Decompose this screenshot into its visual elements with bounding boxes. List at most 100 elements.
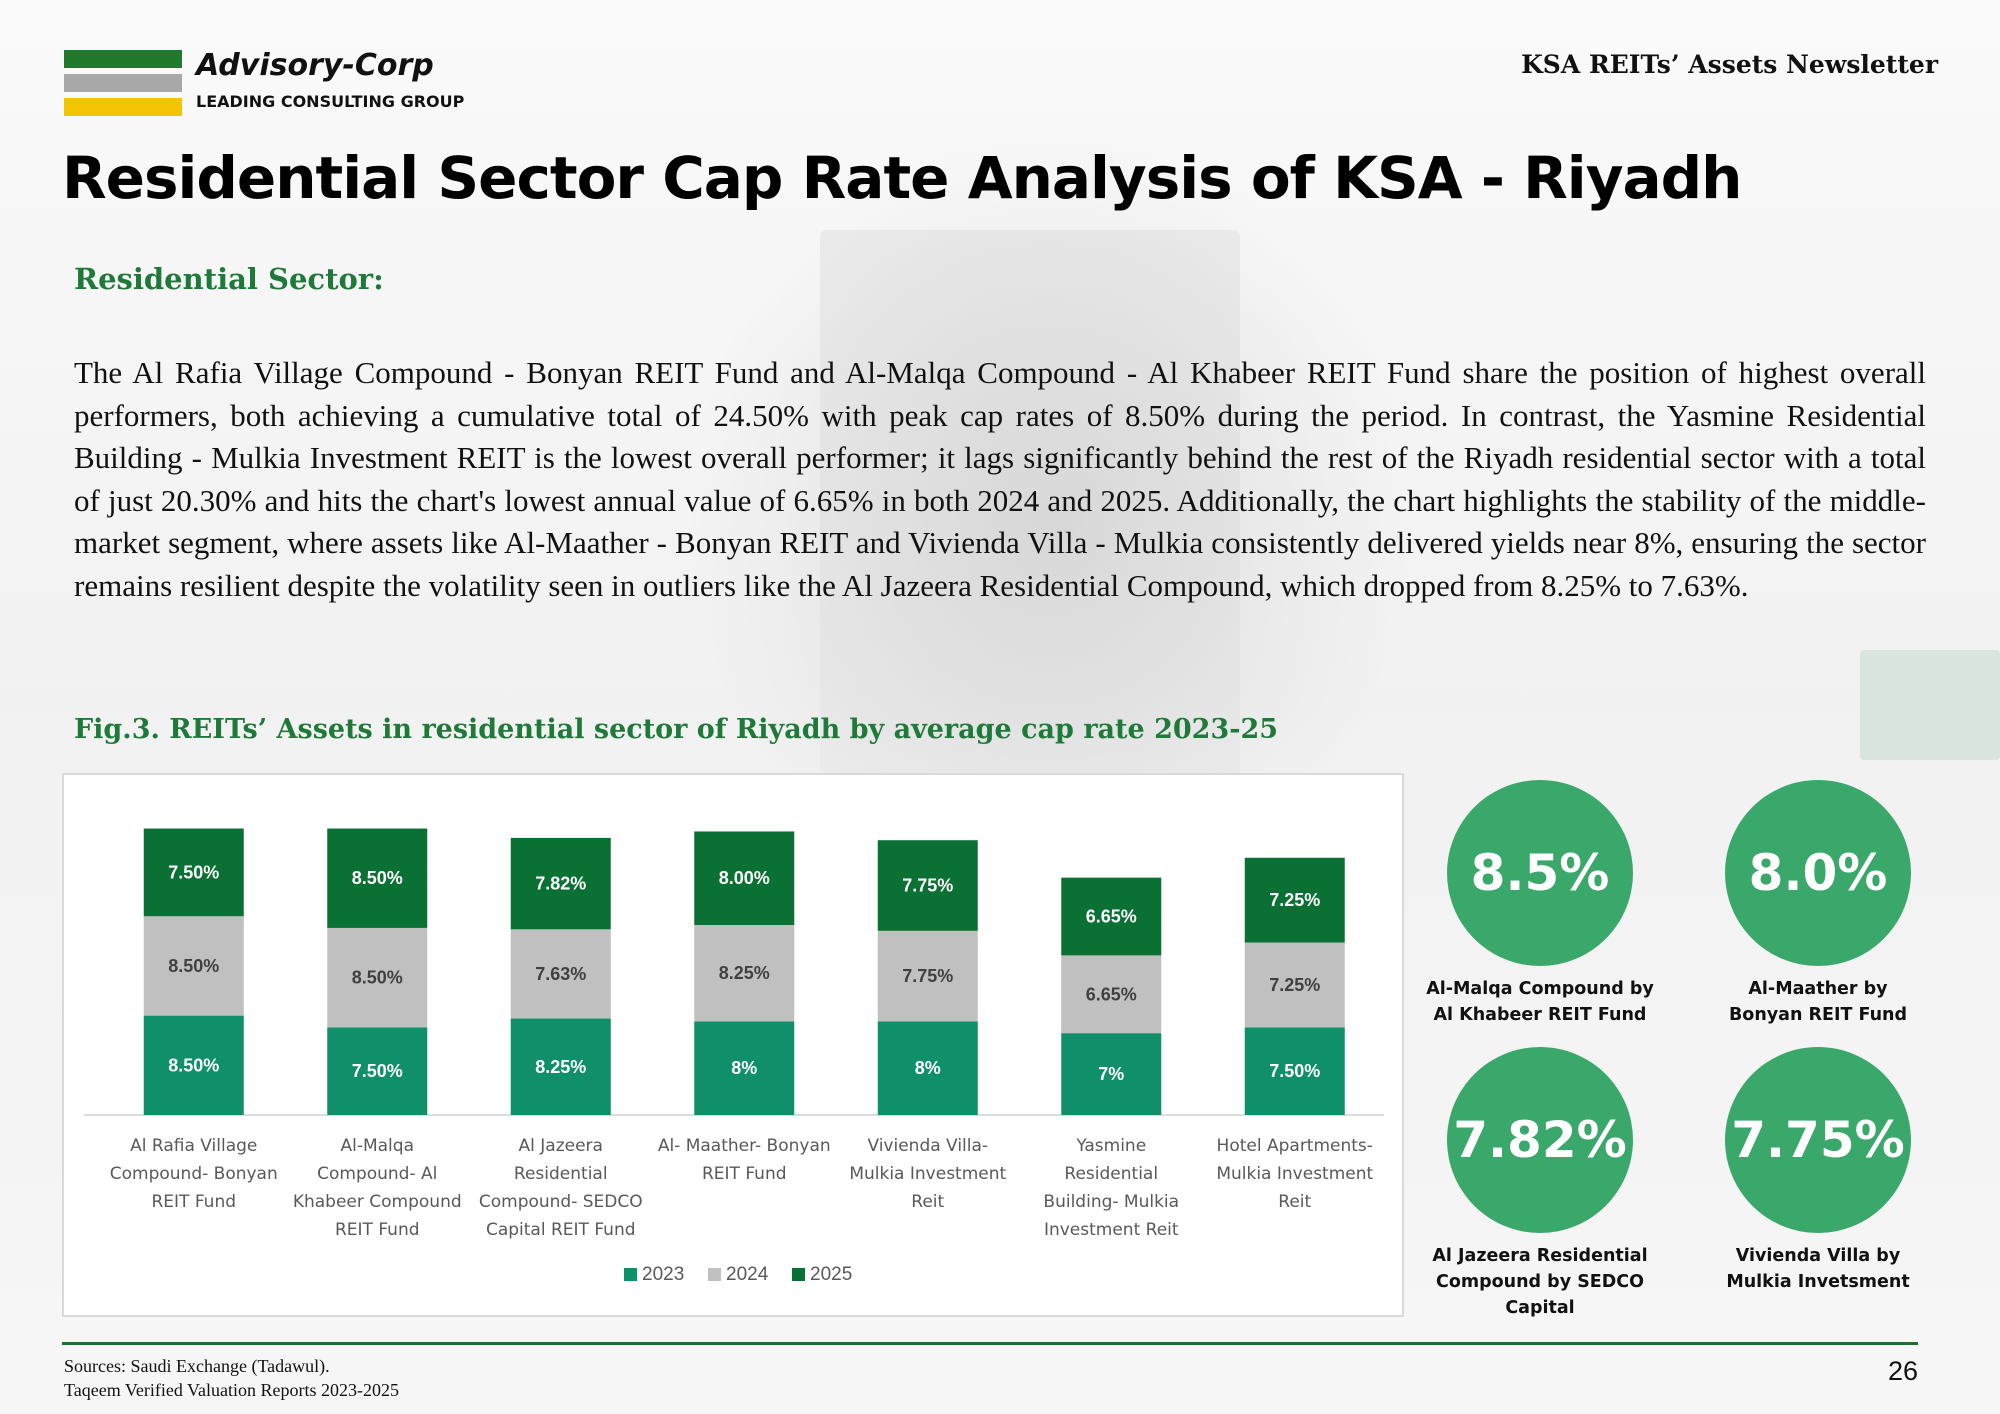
category-label: Capital REIT Fund (486, 1220, 636, 1240)
bar-segment-2025 (877, 840, 978, 931)
bar-segment-2023 (877, 1021, 978, 1115)
sources-line: Sources: Saudi Exchange (Tadawul). (64, 1356, 330, 1376)
figure-caption: Fig.3. REITs’ Assets in residential sect… (74, 714, 1279, 745)
category-label: Residential (514, 1164, 608, 1184)
bar-segment-2024 (1244, 942, 1345, 1028)
legend-swatch-2024 (708, 1268, 721, 1281)
highlight-circle: 7.82% (1447, 1047, 1633, 1233)
bar-segment-2023 (1061, 1033, 1162, 1115)
bar-segment-2023 (327, 1027, 428, 1115)
bar-segment-2024 (143, 916, 244, 1016)
bar-segment-2023 (1244, 1027, 1345, 1115)
data-label-2025: 7.25% (1269, 890, 1320, 910)
bar-segment-2023 (510, 1018, 611, 1115)
data-label-2025: 7.75% (902, 876, 953, 896)
category-label: Residential (1064, 1164, 1158, 1184)
logo-bar-gray (64, 74, 182, 92)
bar-segment-2025 (327, 828, 428, 928)
category-label: Khabeer Compound (293, 1192, 462, 1212)
highlight-card: 7.82% Al Jazeera Residential Compound by… (1400, 1047, 1680, 1321)
legend-label-2024: 2024 (726, 1264, 769, 1285)
category-label: Compound- Bonyan (110, 1164, 278, 1184)
category-label: Vivienda Villa- (867, 1136, 988, 1156)
newsletter-title: KSA REITs’ Assets Newsletter (1521, 50, 1938, 79)
highlight-label: Al-Maather by Bonyan REIT Fund (1728, 979, 1908, 1025)
highlight-label: Al Jazeera Residential Compound by SEDCO… (1432, 1246, 1648, 1318)
highlight-circle: 8.5% (1447, 780, 1633, 966)
category-label: Mulkia Investment (849, 1164, 1006, 1184)
bar-segment-2024 (327, 927, 428, 1028)
category-label: Investment Reit (1044, 1220, 1179, 1240)
footer-divider (62, 1342, 1918, 1345)
legend-swatch-2025 (792, 1268, 805, 1281)
highlight-card: 8.0% Al-Maather by Bonyan REIT Fund (1678, 780, 1958, 1028)
highlight-circle: 7.75% (1725, 1047, 1911, 1233)
category-label: Al-Malqa (340, 1136, 414, 1156)
bar-segment-2025 (143, 828, 244, 917)
data-label-2024: 8.50% (168, 956, 219, 976)
bar-segment-2023 (694, 1021, 795, 1115)
brand-name: Advisory-Corp (196, 48, 434, 83)
brand-logo: Advisory-Corp LEADING CONSULTING GROUP (64, 48, 484, 120)
data-label-2025: 6.65% (1086, 907, 1137, 927)
category-label: Mulkia Investment (1216, 1164, 1373, 1184)
bar-segment-2025 (1244, 857, 1345, 943)
bar-segment-2025 (510, 837, 611, 930)
chart-canvas: 8.50% 8.50% 7.50% Al Rafia Village Compound-… (84, 828, 1384, 1285)
body-paragraph: The Al Rafia Village Compound - Bonyan R… (74, 355, 1926, 603)
highlight-card: 7.75% Vivienda Villa by Mulkia Invetsmen… (1678, 1047, 1958, 1295)
data-label-2025: 8.50% (352, 868, 403, 888)
data-label-2023: 8% (915, 1058, 941, 1078)
bar-segment-2025 (1061, 877, 1162, 956)
stacked-bar-chart: 8.50% 8.50% 7.50% Al Rafia Village Compound-… (62, 773, 1404, 1317)
data-label-2025: 7.50% (168, 862, 219, 882)
data-label-2025: 8.00% (719, 868, 770, 888)
page-title: Residential Sector Cap Rate Analysis of … (62, 144, 1742, 212)
data-label-2025: 7.82% (535, 874, 586, 894)
category-label: REIT Fund (151, 1192, 236, 1212)
legend-label-2025: 2025 (810, 1264, 852, 1285)
data-label-2023: 7.50% (1269, 1061, 1320, 1081)
data-label-2023: 8% (731, 1058, 757, 1078)
bar-segment-2024 (510, 929, 611, 1019)
data-label-2024: 6.65% (1086, 984, 1137, 1004)
category-label: Reit (911, 1192, 944, 1212)
bar-segment-2024 (877, 930, 978, 1022)
category-label: Building- Mulkia (1043, 1192, 1179, 1212)
data-label-2024: 7.75% (902, 966, 953, 986)
bar-segment-2024 (1061, 955, 1162, 1034)
legend-swatch-2023 (624, 1268, 637, 1281)
category-label: REIT Fund (335, 1220, 420, 1240)
highlight-label: Al-Malqa Compound by Al Khabeer REIT Fun… (1426, 979, 1654, 1025)
category-label: Compound- Al (317, 1164, 437, 1184)
sources-note: Sources: Saudi Exchange (Tadawul). Taqee… (64, 1354, 399, 1402)
category-label: Reit (1278, 1192, 1311, 1212)
highlight-label: Vivienda Villa by Mulkia Invetsment (1726, 1246, 1910, 1292)
logo-bar-yellow (64, 98, 182, 116)
bar-segment-2025 (694, 831, 795, 925)
data-label-2023: 7.50% (352, 1061, 403, 1081)
page-number: 26 (1887, 1356, 1918, 1386)
brand-tagline: LEADING CONSULTING GROUP (196, 92, 465, 111)
logo-bar-green (64, 50, 182, 68)
category-label: Al Rafia Village (130, 1136, 257, 1156)
category-label: Hotel Apartments- (1217, 1136, 1373, 1156)
category-label: Al- Maather- Bonyan (658, 1136, 831, 1156)
data-label-2024: 7.25% (1269, 975, 1320, 995)
category-label: Al Jazeera (519, 1136, 603, 1156)
section-heading: Residential Sector: (74, 262, 384, 296)
data-label-2023: 7% (1098, 1064, 1124, 1084)
data-label-2024: 8.25% (719, 963, 770, 983)
background-road-sign (1860, 650, 2000, 760)
data-label-2024: 7.63% (535, 964, 586, 984)
highlight-card: 8.5% Al-Malqa Compound by Al Khabeer REI… (1400, 780, 1680, 1028)
category-label: Yasmine (1075, 1136, 1146, 1156)
data-label-2023: 8.25% (535, 1057, 586, 1077)
data-label-2024: 8.50% (352, 968, 403, 988)
sources-line: Taqeem Verified Valuation Reports 2023-2… (64, 1380, 400, 1400)
category-label: REIT Fund (702, 1164, 787, 1184)
category-label: Compound- SEDCO (479, 1192, 643, 1212)
bar-segment-2024 (694, 925, 795, 1022)
highlight-circle: 8.0% (1725, 780, 1911, 966)
bar-segment-2023 (143, 1015, 244, 1115)
